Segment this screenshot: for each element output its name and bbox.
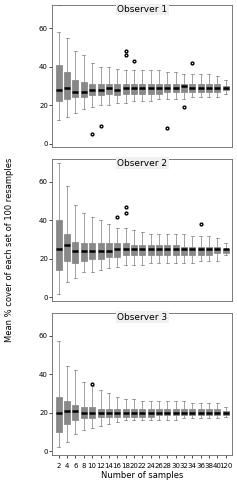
PathPatch shape — [148, 84, 154, 94]
PathPatch shape — [97, 244, 104, 259]
PathPatch shape — [181, 409, 187, 414]
PathPatch shape — [148, 409, 154, 416]
Text: Observer 3: Observer 3 — [117, 312, 167, 322]
PathPatch shape — [198, 84, 204, 92]
PathPatch shape — [156, 84, 162, 94]
PathPatch shape — [198, 409, 204, 414]
PathPatch shape — [56, 220, 62, 270]
X-axis label: Number of samples: Number of samples — [101, 472, 183, 480]
PathPatch shape — [156, 409, 162, 414]
PathPatch shape — [214, 84, 220, 92]
PathPatch shape — [73, 242, 78, 262]
PathPatch shape — [114, 244, 120, 257]
PathPatch shape — [189, 409, 195, 414]
PathPatch shape — [206, 84, 212, 92]
PathPatch shape — [148, 246, 154, 255]
Text: Mean % cover of each set of 100 resamples: Mean % cover of each set of 100 resample… — [5, 158, 14, 342]
PathPatch shape — [214, 248, 220, 253]
PathPatch shape — [89, 244, 95, 259]
PathPatch shape — [123, 244, 128, 255]
PathPatch shape — [173, 246, 178, 255]
PathPatch shape — [156, 246, 162, 255]
PathPatch shape — [206, 248, 212, 255]
PathPatch shape — [114, 84, 120, 96]
PathPatch shape — [97, 84, 104, 96]
PathPatch shape — [64, 401, 70, 424]
PathPatch shape — [64, 72, 70, 100]
PathPatch shape — [106, 84, 112, 94]
Text: Observer 2: Observer 2 — [117, 159, 167, 168]
PathPatch shape — [198, 248, 204, 255]
PathPatch shape — [56, 64, 62, 101]
PathPatch shape — [206, 409, 212, 414]
PathPatch shape — [123, 409, 128, 416]
PathPatch shape — [214, 409, 220, 414]
PathPatch shape — [223, 249, 229, 253]
PathPatch shape — [131, 84, 137, 94]
PathPatch shape — [64, 234, 70, 261]
PathPatch shape — [164, 409, 170, 414]
PathPatch shape — [81, 82, 87, 98]
PathPatch shape — [173, 409, 178, 414]
PathPatch shape — [114, 409, 120, 416]
PathPatch shape — [73, 80, 78, 98]
PathPatch shape — [106, 409, 112, 416]
PathPatch shape — [123, 84, 128, 94]
PathPatch shape — [97, 409, 104, 416]
PathPatch shape — [106, 244, 112, 257]
PathPatch shape — [139, 84, 145, 94]
PathPatch shape — [81, 407, 87, 418]
PathPatch shape — [73, 405, 78, 420]
PathPatch shape — [139, 409, 145, 416]
PathPatch shape — [139, 246, 145, 255]
PathPatch shape — [89, 407, 95, 418]
PathPatch shape — [223, 86, 229, 90]
PathPatch shape — [181, 248, 187, 255]
PathPatch shape — [189, 248, 195, 255]
PathPatch shape — [81, 244, 87, 261]
PathPatch shape — [131, 246, 137, 255]
PathPatch shape — [56, 398, 62, 432]
Text: Observer 1: Observer 1 — [117, 5, 167, 14]
PathPatch shape — [181, 84, 187, 92]
PathPatch shape — [223, 410, 229, 414]
PathPatch shape — [173, 84, 178, 92]
PathPatch shape — [189, 84, 195, 92]
PathPatch shape — [131, 409, 137, 416]
PathPatch shape — [164, 246, 170, 255]
PathPatch shape — [164, 84, 170, 92]
PathPatch shape — [89, 84, 95, 96]
